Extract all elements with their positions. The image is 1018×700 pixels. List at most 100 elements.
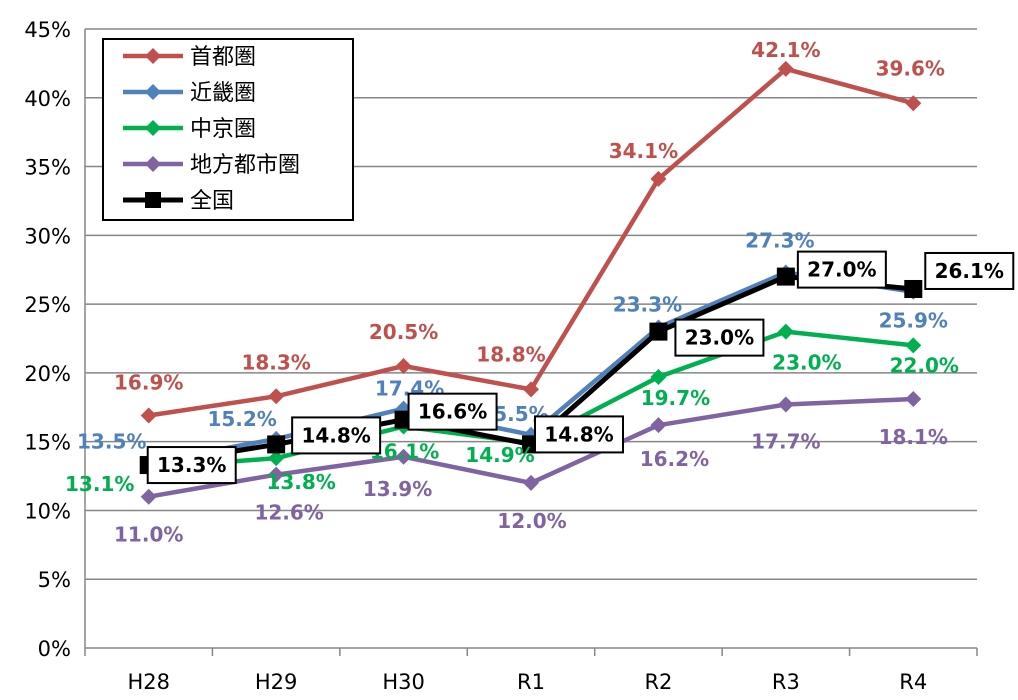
data-point (777, 323, 794, 340)
data-label: 23.3% (613, 292, 682, 316)
data-point (650, 369, 667, 386)
data-point (650, 417, 667, 434)
legend-item: 首都圏 (123, 45, 256, 70)
data-label: 19.7% (641, 386, 710, 410)
data-point (395, 358, 412, 375)
data-label: 23.0% (685, 326, 754, 350)
y-tick-label: 20% (24, 362, 71, 386)
y-tick-label: 40% (24, 87, 71, 111)
y-tick-label: 30% (24, 224, 71, 248)
data-labels: 16.9% 18.3% 20.5% 18.8% 34.1% 42.1% 39.6% 13.5%… (65, 38, 1015, 547)
data-point (140, 407, 157, 424)
data-label: 18.8% (476, 342, 545, 366)
data-label: 16.1% (370, 440, 439, 464)
legend-marker (145, 84, 161, 100)
data-label-box (146, 446, 237, 485)
data-point (268, 388, 285, 405)
x-tick-label: R4 (899, 670, 927, 694)
y-tick-label: 35% (24, 156, 71, 180)
data-label: 16.2% (640, 447, 709, 471)
data-label: 15.2% (207, 407, 276, 431)
legend-label: 首都圏 (190, 45, 256, 70)
data-label: 13.9% (363, 477, 432, 501)
x-tick-label: R3 (772, 670, 800, 694)
x-tick-label: R2 (644, 670, 672, 694)
legend-marker (145, 48, 161, 64)
axes: 0% 5% 10% 15% 20% 25% 30% 35% 40% 45% H28 H29 H30 R1 R… (24, 18, 978, 694)
legend-item: 全国 (123, 189, 234, 214)
x-tick-label: R1 (517, 670, 545, 694)
data-label: 13.8% (266, 470, 335, 494)
y-tick-label: 25% (24, 293, 71, 317)
data-point (650, 170, 667, 187)
data-label: 42.1% (751, 38, 820, 62)
legend-label: 全国 (190, 189, 234, 214)
data-point (267, 435, 286, 454)
data-point (905, 391, 922, 408)
data-label: 12.6% (254, 501, 323, 525)
data-point (523, 381, 539, 398)
data-label: 13.1% (65, 472, 134, 496)
data-label: 17.7% (751, 430, 820, 454)
legend-marker (145, 156, 161, 172)
data-point (268, 466, 285, 483)
legend-item: 中京圏 (123, 117, 256, 142)
data-label: 39.6% (876, 56, 945, 80)
data-label: 22.0% (890, 353, 959, 377)
data-label-box (674, 318, 765, 357)
legend-marker (145, 120, 161, 136)
data-point (523, 474, 539, 491)
data-label: 20.5% (369, 320, 438, 344)
data-label: 14.9% (465, 443, 534, 467)
y-tick-label: 45% (24, 18, 71, 42)
data-point (905, 95, 922, 112)
series-0 (140, 60, 922, 424)
data-label: 16.6% (418, 400, 487, 424)
data-point (905, 337, 922, 354)
data-label: 34.1% (609, 139, 678, 163)
y-tick-label: 0% (38, 637, 71, 661)
data-label: 14.8% (301, 423, 370, 447)
data-label: 18.3% (241, 350, 310, 374)
x-tick-label: H30 (382, 670, 425, 694)
data-point (395, 448, 412, 465)
y-tick-label: 5% (38, 568, 71, 592)
data-label-box (534, 415, 624, 454)
legend-item: 近畿圏 (123, 81, 256, 106)
data-point (777, 60, 794, 77)
data-label: 14.8% (544, 422, 613, 446)
data-label: 11.0% (114, 523, 183, 547)
data-point (904, 279, 923, 298)
y-tick-label: 10% (24, 499, 71, 523)
data-point (776, 267, 795, 286)
data-label: 27.3% (745, 228, 814, 252)
data-label-box (924, 251, 1015, 290)
data-label: 27.0% (807, 258, 876, 282)
x-tick-label: H29 (255, 670, 298, 694)
legend-item: 地方都市圏 (123, 153, 300, 178)
data-label: 13.5% (77, 429, 146, 453)
x-tick-label: H28 (127, 670, 170, 694)
data-label: 26.1% (935, 259, 1004, 283)
data-point (649, 322, 668, 341)
legend-marker (145, 192, 161, 208)
data-label: 12.0% (497, 509, 566, 533)
legend-label: 中京圏 (190, 117, 256, 142)
legend-label: 近畿圏 (190, 81, 256, 106)
data-point (268, 450, 285, 467)
legend-label: 地方都市圏 (190, 153, 300, 178)
data-label: 23.0% (772, 351, 841, 375)
data-point (777, 396, 794, 413)
data-label-box (796, 250, 887, 289)
data-label-box (407, 392, 498, 431)
series-3 (140, 391, 922, 505)
data-label: 25.9% (879, 309, 948, 333)
y-tick-label: 15% (24, 431, 71, 455)
data-label: 13.3% (157, 453, 226, 477)
data-label-box (291, 416, 382, 455)
data-label: 18.1% (879, 425, 948, 449)
data-point (140, 488, 157, 505)
data-label: 16.9% (114, 371, 183, 395)
